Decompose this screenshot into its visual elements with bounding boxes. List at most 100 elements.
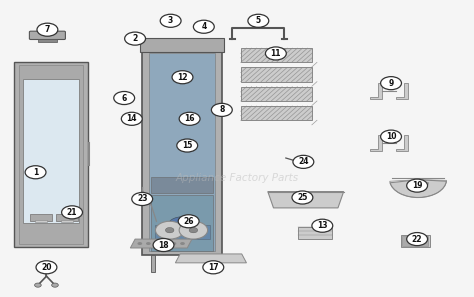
Text: 23: 23	[137, 195, 147, 203]
Wedge shape	[390, 180, 447, 198]
Polygon shape	[370, 135, 382, 151]
Text: 16: 16	[184, 114, 195, 123]
Text: 1: 1	[33, 168, 38, 177]
Polygon shape	[370, 83, 382, 99]
Text: 3: 3	[168, 16, 173, 25]
FancyBboxPatch shape	[19, 65, 83, 244]
Circle shape	[168, 217, 196, 235]
FancyBboxPatch shape	[38, 39, 57, 42]
Circle shape	[177, 139, 198, 152]
FancyBboxPatch shape	[14, 62, 88, 247]
FancyBboxPatch shape	[151, 177, 213, 193]
Circle shape	[312, 219, 333, 232]
FancyBboxPatch shape	[402, 236, 428, 246]
FancyBboxPatch shape	[241, 67, 312, 82]
Text: 20: 20	[41, 263, 52, 272]
Text: 15: 15	[182, 141, 192, 150]
Text: 4: 4	[201, 22, 207, 31]
Text: 5: 5	[256, 16, 261, 25]
FancyBboxPatch shape	[29, 31, 65, 40]
FancyBboxPatch shape	[151, 255, 155, 272]
Text: 17: 17	[208, 263, 219, 272]
FancyBboxPatch shape	[241, 87, 312, 101]
Circle shape	[114, 91, 135, 105]
Circle shape	[293, 155, 314, 168]
FancyBboxPatch shape	[401, 235, 430, 247]
Text: 22: 22	[412, 235, 422, 244]
Circle shape	[153, 238, 174, 252]
Circle shape	[407, 179, 428, 192]
Text: 12: 12	[177, 73, 188, 82]
Text: 2: 2	[132, 34, 138, 43]
Circle shape	[381, 77, 401, 90]
Text: 25: 25	[297, 193, 308, 202]
FancyBboxPatch shape	[155, 225, 210, 239]
Circle shape	[125, 32, 146, 45]
Circle shape	[193, 20, 214, 33]
Text: 11: 11	[271, 49, 281, 58]
FancyBboxPatch shape	[140, 38, 224, 52]
FancyBboxPatch shape	[241, 48, 312, 62]
Circle shape	[165, 228, 174, 233]
Text: 26: 26	[183, 217, 194, 226]
Circle shape	[36, 261, 57, 274]
Circle shape	[189, 228, 198, 233]
Circle shape	[52, 283, 58, 287]
Circle shape	[178, 215, 199, 228]
Text: 19: 19	[412, 181, 422, 190]
Text: 13: 13	[317, 221, 328, 230]
Text: 6: 6	[121, 94, 127, 102]
Polygon shape	[396, 135, 408, 151]
Circle shape	[25, 166, 46, 179]
Circle shape	[295, 159, 308, 167]
Wedge shape	[408, 183, 428, 189]
FancyBboxPatch shape	[56, 214, 78, 221]
Text: 21: 21	[67, 208, 77, 217]
Circle shape	[62, 206, 82, 219]
Circle shape	[211, 103, 232, 116]
Circle shape	[381, 130, 401, 143]
FancyBboxPatch shape	[23, 79, 79, 222]
Circle shape	[146, 242, 151, 245]
FancyBboxPatch shape	[149, 53, 215, 251]
Circle shape	[180, 242, 185, 245]
FancyBboxPatch shape	[241, 106, 312, 120]
Text: 24: 24	[298, 157, 309, 166]
Polygon shape	[175, 254, 246, 263]
Circle shape	[121, 112, 142, 125]
Circle shape	[203, 261, 224, 274]
Circle shape	[37, 23, 58, 36]
Circle shape	[292, 191, 313, 204]
Circle shape	[265, 47, 286, 60]
Circle shape	[172, 71, 193, 84]
FancyBboxPatch shape	[210, 255, 214, 272]
Text: 7: 7	[45, 25, 50, 34]
Polygon shape	[130, 239, 192, 248]
Text: 10: 10	[386, 132, 396, 141]
FancyBboxPatch shape	[61, 220, 73, 222]
Circle shape	[248, 14, 269, 27]
FancyBboxPatch shape	[30, 214, 52, 221]
Circle shape	[160, 14, 181, 27]
Circle shape	[155, 221, 184, 239]
Text: 14: 14	[127, 114, 137, 123]
FancyBboxPatch shape	[35, 220, 47, 222]
Circle shape	[299, 161, 304, 164]
Text: 18: 18	[158, 241, 169, 249]
Circle shape	[179, 221, 208, 239]
Text: 8: 8	[219, 105, 225, 114]
FancyBboxPatch shape	[298, 227, 332, 239]
Polygon shape	[396, 83, 408, 99]
Circle shape	[132, 192, 153, 206]
Polygon shape	[268, 192, 344, 208]
FancyBboxPatch shape	[151, 195, 213, 251]
Circle shape	[163, 242, 168, 245]
Circle shape	[407, 233, 428, 246]
Circle shape	[172, 242, 176, 245]
Circle shape	[137, 242, 142, 245]
Text: 9: 9	[388, 79, 394, 88]
Text: Appliance Factory Parts: Appliance Factory Parts	[175, 173, 299, 183]
Circle shape	[155, 242, 159, 245]
Circle shape	[179, 112, 200, 125]
Circle shape	[35, 283, 41, 287]
